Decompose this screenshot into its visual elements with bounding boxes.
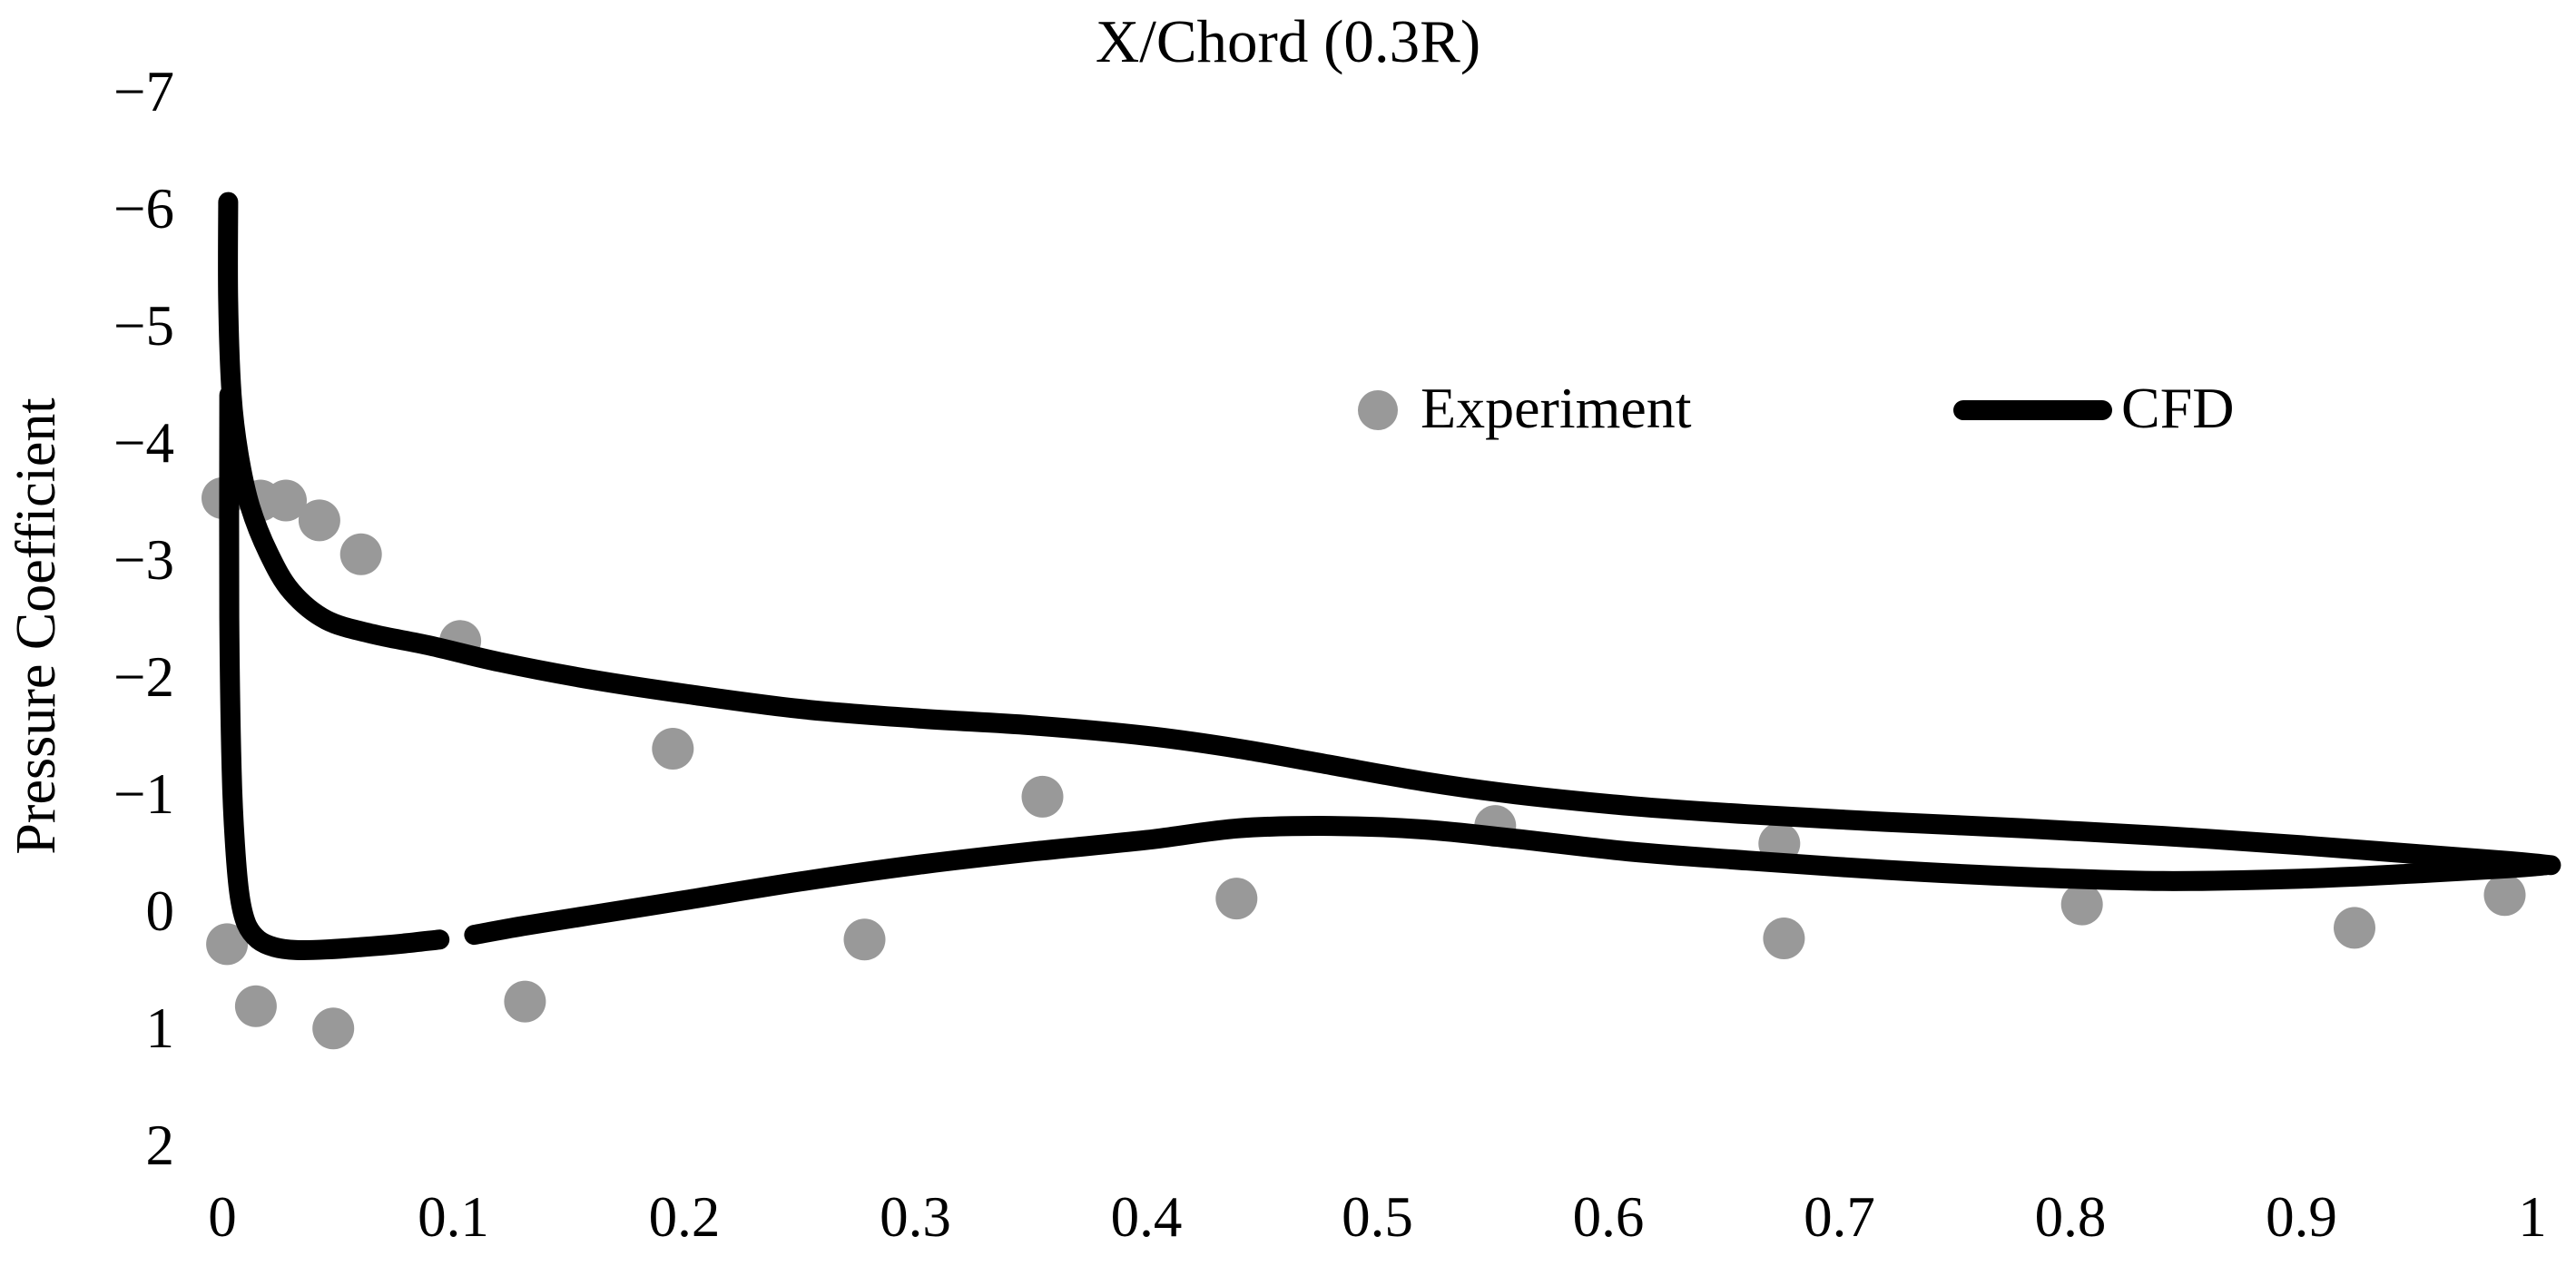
experiment-data-point [1021,775,1064,818]
experiment-data-point [265,479,307,522]
chart-title: X/Chord (0.3R) [1095,8,1481,75]
y-tick-label: −3 [113,528,174,592]
experiment-data-point [206,923,249,966]
experiment-marker-icon [1358,390,1398,430]
y-tick-label: −2 [113,645,174,709]
experiment-data-point [339,533,382,575]
experiment-data-point [843,918,886,961]
x-tick-label: 0 [208,1185,237,1249]
y-tick-label: −7 [113,60,174,123]
x-tick-label: 0.7 [1804,1185,1875,1249]
y-tick-label: 2 [146,1114,175,1177]
x-tick-label: 0.9 [2266,1185,2337,1249]
y-tick-label: 1 [146,996,175,1060]
cfd-line-icon [1953,400,2112,420]
x-tick-label: 0.5 [1342,1185,1413,1249]
experiment-data-point [312,1007,355,1050]
experiment-data-point [2483,874,2526,917]
legend-cfd-label: CFD [2121,376,2235,440]
experiment-data-point [1215,878,1258,920]
experiment-data-point [2060,883,2103,926]
experiment-data-point [234,985,277,1027]
cfd-curve-pressure-side-after-gap [464,816,2557,946]
legend-experiment-label: Experiment [1421,376,1692,440]
x-tick-label: 0.6 [1573,1185,1645,1249]
y-tick-label: −4 [113,411,174,475]
x-tick-label: 1 [2518,1185,2547,1249]
cfd-curve-suction-side-upper-branch [218,191,2561,876]
x-tick-label: 0.2 [649,1185,721,1249]
y-tick-label: −1 [113,762,174,826]
experiment-data-point [298,499,340,542]
experiment-data-point [2334,907,2375,949]
x-tick-label: 0.1 [418,1185,489,1249]
x-tick-label: 0.4 [1111,1185,1183,1249]
y-tick-label: 0 [146,879,175,943]
experiment-data-point [652,728,694,770]
cfd-curve-pressure-side-before-gap [219,385,450,961]
y-tick-label: −5 [113,294,174,358]
y-tick-label: −6 [113,177,174,240]
experiment-data-point [504,980,546,1023]
x-tick-label: 0.3 [880,1185,951,1249]
x-tick-label: 0.8 [2035,1185,2107,1249]
experiment-data-point [1763,918,1805,959]
